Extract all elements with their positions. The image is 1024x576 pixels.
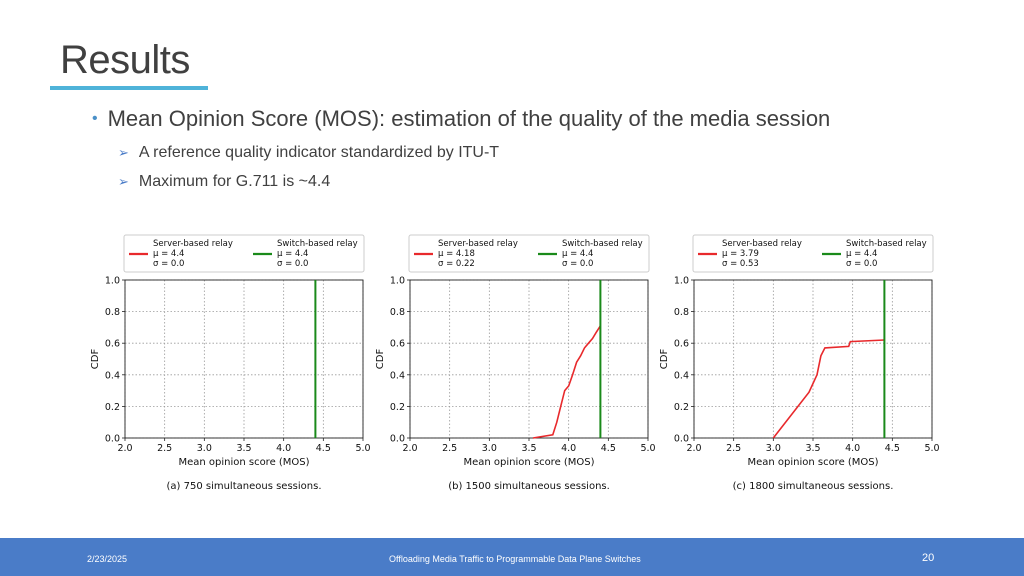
y-tick-label: 0.2 [390,402,405,413]
legend-entry-sigma: σ = 0.0 [562,259,593,269]
title-underline [50,86,208,90]
x-axis-label: Mean opinion score (MOS) [178,457,309,468]
y-tick-label: 1.0 [674,276,689,287]
y-tick-label: 0.8 [674,307,689,318]
y-tick-label: 0.8 [390,307,405,318]
series-line-server-based [772,339,885,439]
y-axis-label: CDF [90,349,101,370]
x-axis-label: Mean opinion score (MOS) [463,457,594,468]
legend-entry-mu: μ = 4.4 [277,249,308,259]
legend-box [692,234,934,273]
legend-entry-sigma: σ = 0.0 [277,259,308,269]
y-axis-label: CDF [659,349,670,370]
legend-entry-sigma: σ = 0.0 [846,259,877,269]
y-tick-label: 0.2 [674,402,689,413]
x-tick-label: 4.0 [561,443,576,454]
legend-entry-mu: μ = 4.4 [153,249,184,259]
y-tick-label: 1.0 [390,276,405,287]
y-tick-label: 0.4 [674,370,689,381]
legend-entry-name: Server-based relay [438,239,518,249]
legend-entry-name: Server-based relay [722,239,802,249]
legend-entry-name: Server-based relay [153,239,233,249]
footer-date: 2/23/2025 [87,554,128,564]
legend-box [408,234,650,273]
y-tick-label: 0.0 [105,434,120,445]
sub-bullet-text: A reference quality indicator standardiz… [138,144,500,161]
legend-box [123,234,365,273]
chart-caption: (c) 1800 simultaneous sessions. [733,481,894,492]
y-tick-label: 0.8 [105,307,120,318]
x-tick-label: 2.5 [157,443,172,454]
y-tick-label: 0.2 [105,402,120,413]
x-tick-label: 3.5 [236,443,251,454]
x-tick-label: 2.0 [117,443,132,454]
legend-entry-name: Switch-based relay [846,239,927,249]
x-tick-label: 3.5 [521,443,536,454]
x-tick-label: 5.0 [640,443,655,454]
bullet-dot-icon: • [92,110,98,127]
legend-entry-sigma: σ = 0.53 [722,259,759,269]
slide-title: Results [60,38,190,82]
x-tick-label: 3.0 [766,443,781,454]
sub-bullet-text: Maximum for G.711 is ~4.4 [138,173,331,190]
legend-entry-name: Switch-based relay [562,239,643,249]
y-tick-label: 0.6 [390,339,405,350]
x-tick-label: 2.0 [402,443,417,454]
footer-title: Offloading Media Traffic to Programmable… [389,554,641,564]
x-tick-label: 3.0 [197,443,212,454]
y-tick-label: 1.0 [105,276,120,287]
y-axis-label: CDF [375,349,386,370]
chart-caption: (b) 1500 simultaneous sessions. [448,481,610,492]
x-tick-label: 3.0 [482,443,497,454]
sub-bullet: ➢ Maximum for G.711 is ~4.4 [118,173,330,191]
y-tick-label: 0.6 [674,339,689,350]
sub-bullet: ➢ A reference quality indicator standardi… [118,144,499,162]
y-tick-label: 0.0 [390,434,405,445]
y-tick-label: 0.0 [674,434,689,445]
x-axis-label: Mean opinion score (MOS) [747,457,878,468]
x-tick-label: 4.0 [845,443,860,454]
legend-entry-mu: μ = 3.79 [722,249,759,259]
y-tick-label: 0.4 [105,370,120,381]
x-tick-label: 4.5 [316,443,331,454]
x-tick-label: 5.0 [355,443,370,454]
main-bullet-text: Mean Opinion Score (MOS): estimation of … [107,106,831,131]
y-tick-label: 0.6 [105,339,120,350]
x-tick-label: 2.5 [726,443,741,454]
chart-caption: (a) 750 simultaneous sessions. [166,481,321,492]
x-tick-label: 3.5 [805,443,820,454]
legend-entry-sigma: σ = 0.0 [153,259,184,269]
legend-entry-sigma: σ = 0.22 [438,259,475,269]
series-line-server-based [532,325,602,439]
legend-entry-mu: μ = 4.4 [562,249,593,259]
x-tick-label: 5.0 [924,443,939,454]
y-tick-label: 0.4 [390,370,405,381]
main-bullet: • Mean Opinion Score (MOS): estimation of… [92,106,830,132]
page-number: 20 [922,552,935,564]
arrow-bullet-icon: ➢ [118,174,129,189]
x-tick-label: 2.5 [442,443,457,454]
arrow-bullet-icon: ➢ [118,145,129,160]
x-tick-label: 2.0 [686,443,701,454]
legend-entry-name: Switch-based relay [277,239,358,249]
x-tick-label: 4.0 [276,443,291,454]
legend-entry-mu: μ = 4.18 [438,249,475,259]
legend-entry-mu: μ = 4.4 [846,249,877,259]
footer-bar: 2/23/2025 Offloading Media Traffic to Pr… [0,538,1024,576]
x-tick-label: 4.5 [885,443,900,454]
x-tick-label: 4.5 [601,443,616,454]
